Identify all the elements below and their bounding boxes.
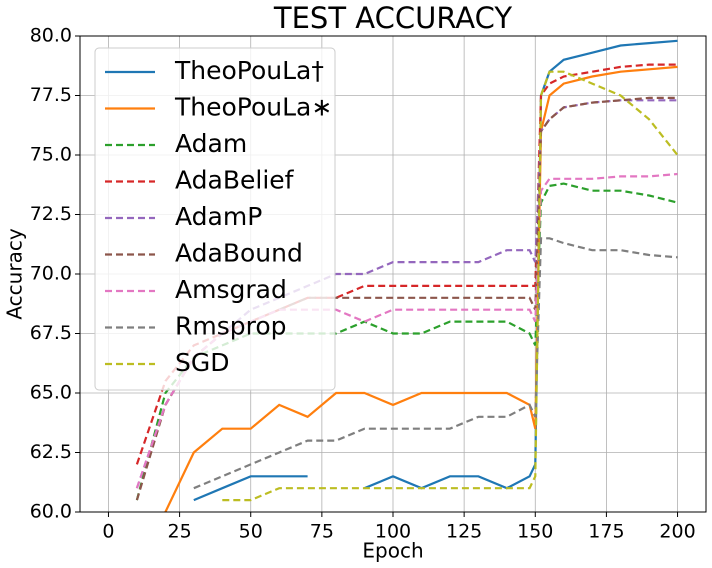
series-line bbox=[164, 65, 678, 512]
x-tick-label: 200 bbox=[659, 521, 695, 543]
x-tick-label: 100 bbox=[375, 521, 411, 543]
series-line bbox=[222, 70, 679, 502]
legend-label: TheoPouLa† bbox=[174, 56, 324, 85]
x-tick-label: 0 bbox=[102, 521, 114, 543]
y-tick-label: 77.5 bbox=[30, 84, 72, 106]
y-tick-label: 62.5 bbox=[30, 441, 72, 463]
x-tick-label: 75 bbox=[310, 521, 334, 543]
plot-frame bbox=[79, 35, 707, 513]
chart-title: TEST ACCURACY bbox=[273, 1, 512, 35]
legend-label: AdamP bbox=[175, 202, 262, 231]
x-tick-label: 50 bbox=[239, 521, 263, 543]
series-line bbox=[193, 237, 678, 490]
legend-label: SGD bbox=[175, 348, 230, 377]
legend-label: Rmsprop bbox=[175, 312, 287, 341]
y-tick-label: 80.0 bbox=[30, 25, 72, 47]
x-tick-label: 150 bbox=[517, 521, 553, 543]
x-axis-label: Epoch bbox=[362, 539, 423, 563]
legend-label: Adam bbox=[175, 129, 247, 158]
y-tick-label: 67.5 bbox=[30, 322, 72, 344]
y-tick-label: 70.0 bbox=[30, 263, 72, 285]
legend-frame bbox=[94, 47, 336, 391]
y-tick-label: 65.0 bbox=[30, 382, 72, 404]
x-tick-label: 125 bbox=[446, 521, 482, 543]
legend-label: AdaBelief bbox=[175, 166, 295, 195]
legend-label: AdaBound bbox=[175, 239, 303, 268]
x-tick-label: 175 bbox=[588, 521, 624, 543]
legend-label: Amsgrad bbox=[175, 275, 287, 304]
y-tick-label: 72.5 bbox=[30, 203, 72, 225]
legend: TheoPouLa† TheoPouLa∗ Adam AdaBelief AdamP Ad… bbox=[94, 47, 336, 391]
legend-label: TheoPouLa∗ bbox=[174, 93, 332, 122]
x-tick-label: 25 bbox=[167, 521, 191, 543]
y-tick-label: 60.0 bbox=[30, 501, 72, 523]
y-tick-label: 75.0 bbox=[30, 144, 72, 166]
series-line bbox=[135, 182, 678, 501]
y-axis-label: Accuracy bbox=[3, 228, 27, 319]
